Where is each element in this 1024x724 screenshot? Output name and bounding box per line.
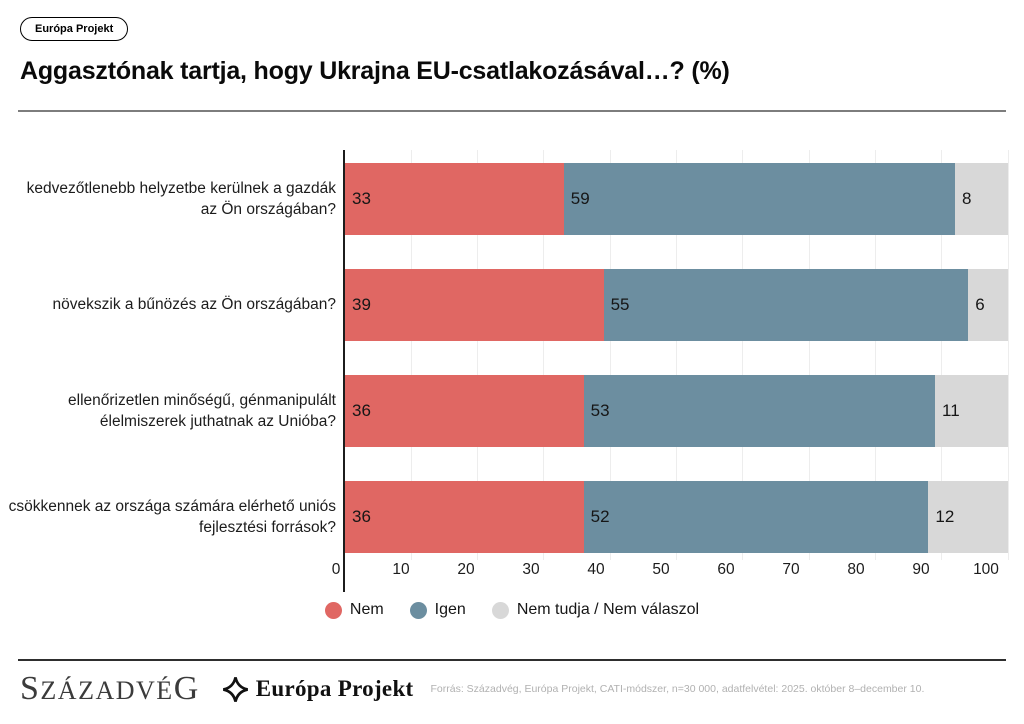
bar-segment: 11 [935, 375, 1008, 447]
category-label: ellenőrizetlen minőségű, génmanipulált é… [68, 391, 336, 430]
bar-value-label: 36 [352, 401, 371, 420]
gridline [742, 150, 744, 560]
gridline [676, 150, 677, 560]
category-label: növekszik a bűnözés az Ön országában? [52, 296, 336, 314]
category-labels: kedvezőtlenebb helyzetbe kerülnek a gazd… [6, 150, 336, 560]
bar-value-label: 8 [961, 189, 972, 208]
x-tick-label: 40 [587, 561, 605, 578]
europa-projekt-badge: Európa Projekt [20, 17, 129, 41]
legend-swatch [324, 601, 342, 619]
x-tick-label: 60 [717, 561, 735, 578]
chart-title: Aggasztónak tartja, hogy Ukrajna EU-csat… [20, 57, 730, 85]
bar-segment: 8 [954, 163, 1008, 235]
x-tick-label: 20 [457, 561, 475, 578]
gridline [410, 150, 412, 560]
x-tick-label: 90 [912, 561, 930, 578]
footer-divider [18, 659, 1006, 661]
x-tick-label: 80 [847, 561, 865, 578]
x-tick-label: 100 [973, 561, 999, 578]
bar-segment: 53 [583, 375, 936, 447]
source-text: Forrás: Századvég, Európa Projekt, CATI-… [430, 683, 925, 695]
bar-value-label: 33 [352, 189, 371, 208]
legend-label: Igen [434, 601, 466, 618]
category-label: kedvezőtlenebb helyzetbe kerülnek a gazd… [26, 179, 336, 218]
gridline [543, 150, 545, 560]
legend-item: Nem [324, 601, 384, 619]
bar-segment: 59 [563, 163, 955, 235]
x-axis-ticks: 0 10 20 30 40 50 60 70 80 90 100 [0, 561, 1024, 581]
europa-projekt-diamond-icon [222, 676, 248, 702]
x-tick-label: 0 [331, 561, 341, 578]
bar-value-label: 39 [352, 295, 371, 314]
bar-value-label: 59 [570, 189, 590, 208]
bar-segment: 36 [345, 375, 584, 447]
bar-row: 33 59 8 [345, 163, 1008, 235]
legend-swatch [409, 601, 427, 619]
bar-value-label: 36 [352, 507, 371, 526]
gridline [1007, 150, 1009, 560]
x-tick-label: 50 [652, 561, 670, 578]
bar-row: 36 53 11 [345, 375, 1008, 447]
title-divider [18, 110, 1006, 112]
szazadveg-logo: SZÁZADVÉG [20, 670, 200, 707]
legend-swatch [491, 601, 509, 619]
bar-segment: 6 [968, 269, 1008, 341]
footer: SZÁZADVÉG Európa Projekt Forrás: Századv… [20, 666, 1010, 712]
bar-value-label: 53 [590, 401, 610, 420]
bar-row: 36 52 12 [345, 481, 1008, 553]
bar-value-label: 55 [610, 295, 630, 314]
gridline [808, 150, 810, 560]
bar-segment: 55 [603, 269, 969, 341]
gridline [874, 150, 876, 560]
legend-item: Nem tudja / Nem válaszol [491, 601, 700, 619]
bar-segment: 39 [345, 269, 604, 341]
bar-row: 39 55 6 [345, 269, 1008, 341]
bar-value-label: 11 [942, 401, 960, 420]
legend: Nem Igen Nem tudja / Nem válaszol [0, 597, 1024, 623]
legend-label: Nem tudja / Nem válaszol [516, 601, 700, 618]
bar-value-label: 6 [975, 295, 985, 314]
x-tick-label: 10 [392, 561, 410, 578]
legend-label: Nem [349, 601, 384, 618]
x-tick-label: 30 [522, 561, 540, 578]
plot-area: 33 59 8 39 55 6 36 53 11 36 52 12 [345, 150, 1009, 560]
legend-item: Igen [409, 601, 466, 619]
x-tick-label: 70 [782, 561, 800, 578]
gridline [941, 150, 943, 560]
bar-value-label: 52 [590, 507, 610, 526]
bar-segment: 33 [345, 163, 564, 235]
gridline [477, 150, 479, 560]
gridline [609, 150, 611, 560]
bar-segment: 36 [345, 481, 584, 553]
y-axis-line [343, 150, 345, 592]
bar-value-label: 12 [935, 507, 955, 526]
bar-segment: 52 [583, 481, 929, 553]
category-label: csökkennek az országa számára elérhető u… [8, 497, 336, 536]
bar-segment: 12 [928, 481, 1008, 553]
europa-projekt-logo: Európa Projekt [255, 676, 414, 701]
